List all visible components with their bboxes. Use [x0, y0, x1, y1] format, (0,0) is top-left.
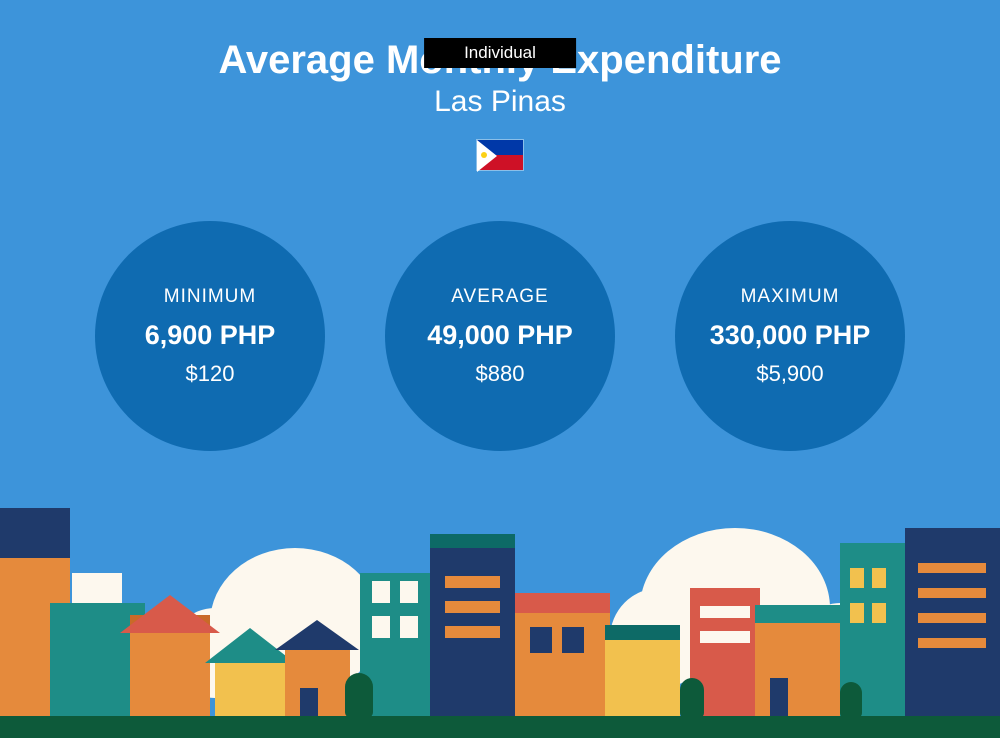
category-badge: Individual — [424, 38, 576, 68]
stat-value-usd: $120 — [186, 361, 235, 387]
stat-average: AVERAGE 49,000 PHP $880 — [385, 221, 615, 451]
stat-label: MINIMUM — [164, 286, 256, 308]
stat-label: AVERAGE — [451, 286, 548, 308]
stat-label: MAXIMUM — [741, 286, 840, 308]
stat-value-usd: $880 — [476, 361, 525, 387]
stat-minimum: MINIMUM 6,900 PHP $120 — [95, 221, 325, 451]
stat-value-php: 49,000 PHP — [427, 320, 573, 351]
location-subtitle: Las Pinas — [0, 85, 1000, 119]
stats-row: MINIMUM 6,900 PHP $120 AVERAGE 49,000 PH… — [0, 221, 1000, 451]
stat-value-php: 330,000 PHP — [710, 320, 871, 351]
philippines-flag-icon — [476, 139, 524, 171]
stat-maximum: MAXIMUM 330,000 PHP $5,900 — [675, 221, 905, 451]
city-illustration — [0, 508, 1000, 738]
stat-value-php: 6,900 PHP — [145, 320, 276, 351]
stat-value-usd: $5,900 — [756, 361, 823, 387]
